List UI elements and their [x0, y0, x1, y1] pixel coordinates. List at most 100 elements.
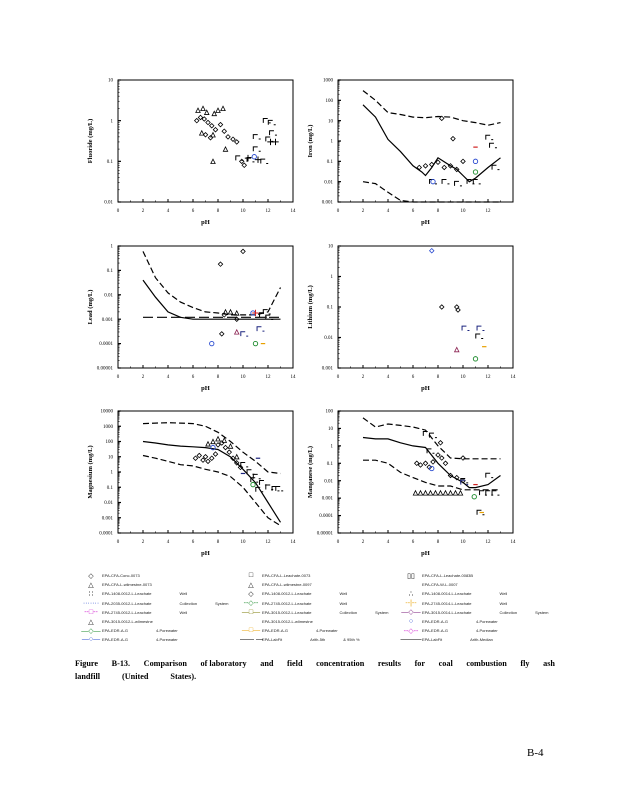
legend-label: EPA-CFA-L-wlimestne-0073 [102, 582, 152, 588]
x-tick-label: 10 [241, 209, 247, 214]
data-point-lab-diamonds [192, 455, 199, 461]
x-axis-label: pH [421, 219, 430, 226]
legend-item: --◇-- EPA-EDR-A-G 4-Porewater [400, 626, 498, 635]
legend-symbol-icon: △ [88, 581, 94, 589]
data-point-lab-diamonds [447, 163, 454, 169]
data-point-lab-diamonds [197, 114, 204, 121]
legend-label-extra: 4-Porewater [475, 628, 498, 634]
legend-label: EPA-1408-0012-L-Leachate [102, 591, 152, 597]
x-tick-label: 0 [117, 540, 120, 545]
legend-symbol-icon: △ [248, 581, 254, 589]
legend-item: ······· EPA-2035-0012-L-Leachate Collectio… [80, 599, 229, 608]
x-tick-label: 10 [461, 540, 467, 545]
data-point-field-brackets [255, 486, 264, 493]
x-tick-label: 0 [337, 209, 340, 214]
y-tick-label: 0.1 [107, 269, 114, 274]
legend-label: EPA-EDR-A-G [262, 628, 288, 634]
legend-symbol-icon: ∴ [408, 590, 414, 598]
legend-item: --|-- EPA-2745-0014-L-Leachate Well [400, 599, 507, 608]
data-point-field-squares [265, 136, 274, 142]
fluoride-chart: 0.01 0.1 1 10 0 2 4 6 8 10 12 14 pH Fluoride (mg/L) [80, 72, 310, 237]
y-tick-label: 1 [331, 275, 334, 280]
data-point-lab-triangles [222, 308, 229, 315]
data-point-field-plus [254, 156, 262, 163]
legend-item: ◇ EPA-1408-0012-L-Leachate Well [240, 589, 347, 598]
x-axis-label: pH [421, 385, 430, 392]
data-point-lab-triangles [205, 440, 211, 447]
x-tick-label: 4 [387, 209, 390, 214]
caption-word: (United [122, 672, 149, 681]
legend-label: EPA-3015-0012-L-wlimestne [262, 619, 313, 624]
legend-symbol-icon: —◇— [401, 609, 421, 617]
legend-symbol-icon: ——— [400, 636, 422, 644]
caption-word: Figure [75, 659, 99, 668]
data-point-lab-diamonds [435, 159, 441, 166]
legend-item: ∷ EPA-1408-0012-L-Leachate Well [80, 589, 187, 598]
x-tick-label: 0 [117, 375, 120, 380]
y-tick-label: 0.01 [324, 336, 333, 341]
caption-word: of laboratory [200, 659, 247, 668]
caption-word: and [260, 659, 274, 668]
plot-area [117, 245, 294, 369]
x-tick-label: 4 [167, 540, 170, 545]
data-point-field-brackets [240, 462, 249, 468]
data-point-lab-triangles [200, 105, 206, 112]
x-axis-label: pH [201, 550, 210, 557]
data-point-lab-diamonds [450, 135, 456, 142]
x-tick-label: 2 [362, 375, 365, 380]
legend-symbol-icon: △ [88, 618, 94, 626]
data-point-field-brackets [262, 309, 271, 315]
data-point-lab-diamonds [233, 316, 240, 322]
legend-label-extra: 4-Porewater [155, 628, 178, 634]
legend-symbol-icon: ▯▯ [407, 572, 415, 580]
x-tick-label: 6 [192, 540, 195, 545]
legend-label-extra: Well [339, 591, 348, 597]
data-point-lab-diamonds [240, 248, 246, 255]
caption-word: ash [543, 659, 555, 668]
data-point-lab-diamonds [202, 132, 209, 138]
data-point-lab-triangles [222, 145, 229, 152]
legend-label-extra: Collection [339, 609, 358, 615]
plot-area [337, 245, 514, 369]
data-point-field-brackets [466, 178, 475, 185]
data-point-lab-triangles [437, 489, 444, 496]
y-tick-label: 10000 [101, 410, 114, 415]
x-tick-label: 8 [437, 375, 440, 380]
x-tick-label: 8 [217, 375, 220, 380]
data-point-lab-triangles [412, 489, 419, 496]
series-line-median [142, 279, 281, 320]
y-tick-label: 1 [331, 444, 334, 449]
data-point-field-brackets [250, 477, 259, 483]
legend-label-extra: & 95th % [343, 637, 360, 643]
data-point-lab-triangles [442, 489, 449, 496]
data-point-field-purple [453, 346, 460, 353]
data-point-lab-diamonds [422, 163, 429, 169]
manganese-chart-svg: 0.00001 0.0001 0.001 0.01 0.1 1 10 100 0 2 4 6 8 10 12… [307, 410, 516, 557]
caption-word: results [377, 659, 401, 668]
legend-label: EPA-LabFit [422, 637, 443, 643]
x-tick-label: 14 [291, 375, 297, 380]
data-point-field-purple [233, 328, 240, 335]
data-point-lab-triangles [422, 489, 429, 496]
magnesium-chart: 0.0001 0.001 0.01 0.1 1 10 100 1000 10000 0 2 4 6 8 10… [80, 403, 310, 568]
legend-symbol-icon: --|-- [405, 599, 417, 607]
series-line-upper-95 [362, 417, 501, 460]
legend-item: —◇— EPA-3015-0014-L-Leachate Collection Sys… [400, 608, 548, 617]
data-point-field-brackets [246, 469, 255, 475]
x-tick-label: 4 [167, 209, 170, 214]
x-tick-label: 2 [362, 540, 365, 545]
data-point-lab-triangles [227, 442, 234, 449]
data-point-field-blue [209, 340, 215, 347]
data-point-lab-diamonds [221, 128, 228, 134]
y-tick-label: 100 [326, 99, 334, 104]
data-point-lab-diamonds [222, 444, 229, 451]
caption-word: landfill [75, 672, 101, 681]
legend-label-extra: Collection [499, 609, 518, 615]
y-tick-label: 0.001 [322, 367, 334, 372]
legend-item: ○ EPA-EDR-A-G 4-Porewater [400, 617, 498, 626]
y-tick-label: 0.1 [107, 486, 114, 491]
plot-area [337, 79, 514, 203]
y-tick-label: 0.01 [324, 180, 333, 185]
caption-word: combustion [466, 659, 507, 668]
x-tick-label: 8 [437, 209, 440, 214]
